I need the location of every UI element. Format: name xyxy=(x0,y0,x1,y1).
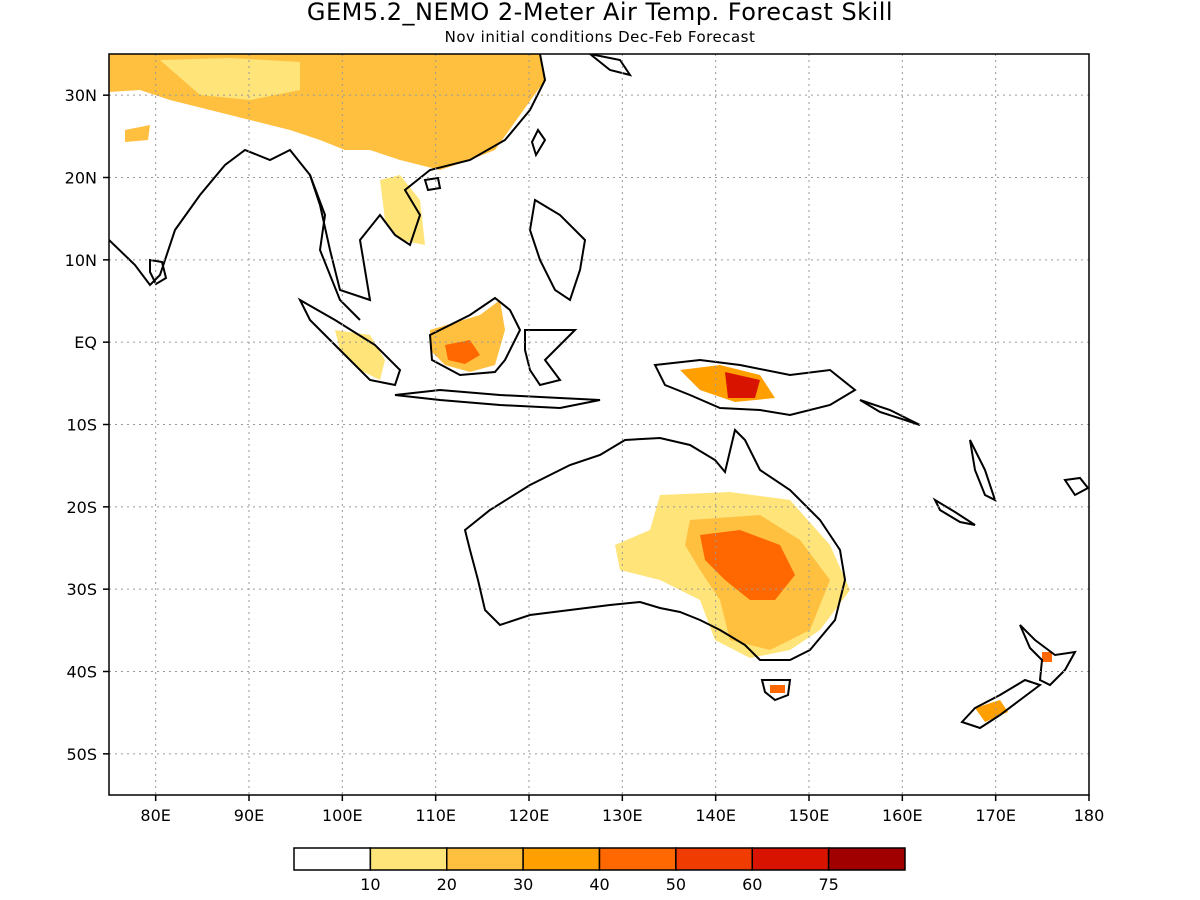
lon-label-1: 90E xyxy=(234,806,264,825)
skill-region-australia-core xyxy=(700,530,795,600)
lon-label-7: 150E xyxy=(789,806,830,825)
coastline-solomons xyxy=(859,399,921,426)
colorbar-swatch-6 xyxy=(751,847,830,871)
colorbar-label-4: 50 xyxy=(666,875,686,894)
latitude-axis: 30N 20N 10N EQ 10S 20S 30S 40S 50S xyxy=(65,86,109,764)
colorbar-swatch-2 xyxy=(446,847,524,871)
lon-label-3: 110E xyxy=(415,806,456,825)
lon-label-0: 80E xyxy=(140,806,170,825)
colorbar-swatch-5 xyxy=(675,847,753,871)
lat-label-4: 10S xyxy=(66,416,97,435)
colorbar-label-1: 20 xyxy=(437,875,457,894)
skill-region-tasmania xyxy=(770,685,785,693)
colorbar: 10 20 30 40 50 60 75 xyxy=(293,847,906,894)
coastline-nz-north xyxy=(1019,624,1077,687)
coastline-nz-south xyxy=(960,678,1043,730)
lon-label-8: 160E xyxy=(882,806,923,825)
colorbar-label-2: 30 xyxy=(513,875,533,894)
coastline-java xyxy=(394,388,601,410)
lon-label-5: 130E xyxy=(602,806,643,825)
coastlines xyxy=(109,54,1089,730)
lon-label-2: 100E xyxy=(322,806,363,825)
lat-label-8: 50S xyxy=(66,745,97,764)
skill-region-india-dot xyxy=(125,125,150,142)
lon-label-4: 120E xyxy=(509,806,550,825)
colorbar-label-5: 60 xyxy=(742,875,762,894)
colorbar-swatch-4 xyxy=(598,847,677,871)
lat-label-5: 20S xyxy=(66,498,97,517)
lat-label-2: 10N xyxy=(65,251,97,270)
skill-region-china-light xyxy=(160,58,300,100)
coastline-vanuatu xyxy=(969,439,997,502)
lon-label-6: 140E xyxy=(695,806,736,825)
coastline-newcaledonia xyxy=(932,497,976,526)
lon-label-9: 170E xyxy=(975,806,1016,825)
skill-shading xyxy=(109,54,1052,722)
lat-label-6: 30S xyxy=(66,580,97,599)
coastline-malay xyxy=(309,174,361,321)
coastline-japan xyxy=(589,54,633,77)
coastline-sumatra xyxy=(297,297,402,387)
lon-label-10: 180 xyxy=(1074,806,1105,825)
skill-region-newguinea-core xyxy=(725,372,760,398)
coastline-sulawesi xyxy=(524,329,578,387)
longitude-axis: 80E 90E 100E 110E 120E 130E 140E 150E 160E 170E 18… xyxy=(140,795,1104,825)
gridlines xyxy=(109,54,1089,795)
coastline-fiji xyxy=(1063,476,1089,497)
skill-region-nz-north xyxy=(1042,652,1052,662)
lat-label-0: 30N xyxy=(65,86,97,105)
lat-label-7: 40S xyxy=(66,663,97,682)
colorbar-swatch-0 xyxy=(293,847,372,871)
coastline-hainan xyxy=(423,176,442,192)
map-title: GEM5.2_NEMO 2-Meter Air Temp. Forecast S… xyxy=(306,0,894,26)
skill-region-vietnam xyxy=(380,175,425,245)
colorbar-swatch-3 xyxy=(522,847,601,871)
map-frame xyxy=(108,53,1090,796)
map-subtitle: Nov initial conditions Dec-Feb Forecast xyxy=(444,28,756,46)
lat-label-3: EQ xyxy=(74,333,97,352)
skill-region-borneo-core xyxy=(445,340,480,364)
coastline-borneo xyxy=(428,296,522,377)
coastline-taiwan xyxy=(530,128,547,158)
coastline-srilanka xyxy=(149,258,168,286)
coastline-asia xyxy=(109,54,547,302)
colorbar-swatch-1 xyxy=(369,847,448,871)
skill-region-nz-south xyxy=(975,700,1008,722)
colorbar-label-3: 40 xyxy=(589,875,609,894)
colorbar-swatch-7 xyxy=(827,847,906,871)
coastline-newguinea xyxy=(653,358,857,417)
lat-label-1: 20N xyxy=(65,169,97,188)
coastline-tasmania xyxy=(760,679,792,702)
colorbar-label-6: 75 xyxy=(818,875,838,894)
colorbar-label-0: 10 xyxy=(360,875,380,894)
coastline-philippines xyxy=(528,198,587,302)
coastline-australia xyxy=(463,428,847,661)
